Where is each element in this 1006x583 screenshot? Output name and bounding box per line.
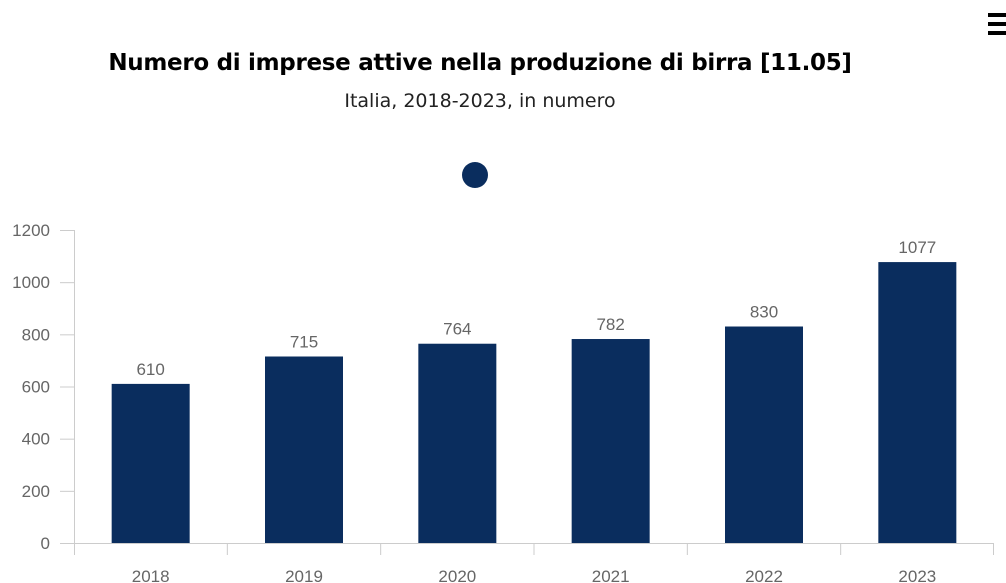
x-tick-label: 2021 [592,567,630,583]
data-label: 1077 [898,238,936,257]
chart-subtitle: Italia, 2018-2023, in numero [344,90,616,112]
y-axis-ticks: 0 200 400 600 800 1000 1200 [12,221,74,553]
bar [571,339,650,543]
bar [111,383,190,543]
x-axis-ticks: 2018 2019 2020 2021 2022 2023 [132,543,994,583]
bar [725,326,803,543]
y-tick-label: 1200 [12,221,50,240]
y-tick-label: 600 [22,378,50,397]
y-tick-label: 200 [22,482,50,501]
y-tick-label: 1000 [12,273,50,292]
bar [418,343,497,543]
legend-dot-icon[interactable] [462,162,488,188]
chart-title: Numero di imprese attive nella produzion… [108,50,852,76]
x-tick-label: 2020 [438,567,476,583]
y-tick-label: 0 [41,534,50,553]
x-tick-label: 2022 [745,567,783,583]
data-label: 764 [443,320,471,339]
bar [878,262,957,543]
bar [265,356,343,543]
y-tick-label: 800 [22,325,50,344]
x-tick-label: 2019 [285,567,323,583]
chart-data-labels: 610 715 764 782 830 1077 [136,238,936,379]
data-label: 830 [750,303,778,322]
x-tick-label: 2023 [898,567,936,583]
chart-bars [111,262,957,543]
x-tick-label: 2018 [132,567,170,583]
chart-axes [60,230,994,555]
y-tick-label: 400 [22,430,50,449]
data-label: 610 [136,360,164,379]
hamburger-menu-icon[interactable] [988,13,1006,35]
data-label: 715 [290,333,318,352]
data-label: 782 [596,315,624,334]
